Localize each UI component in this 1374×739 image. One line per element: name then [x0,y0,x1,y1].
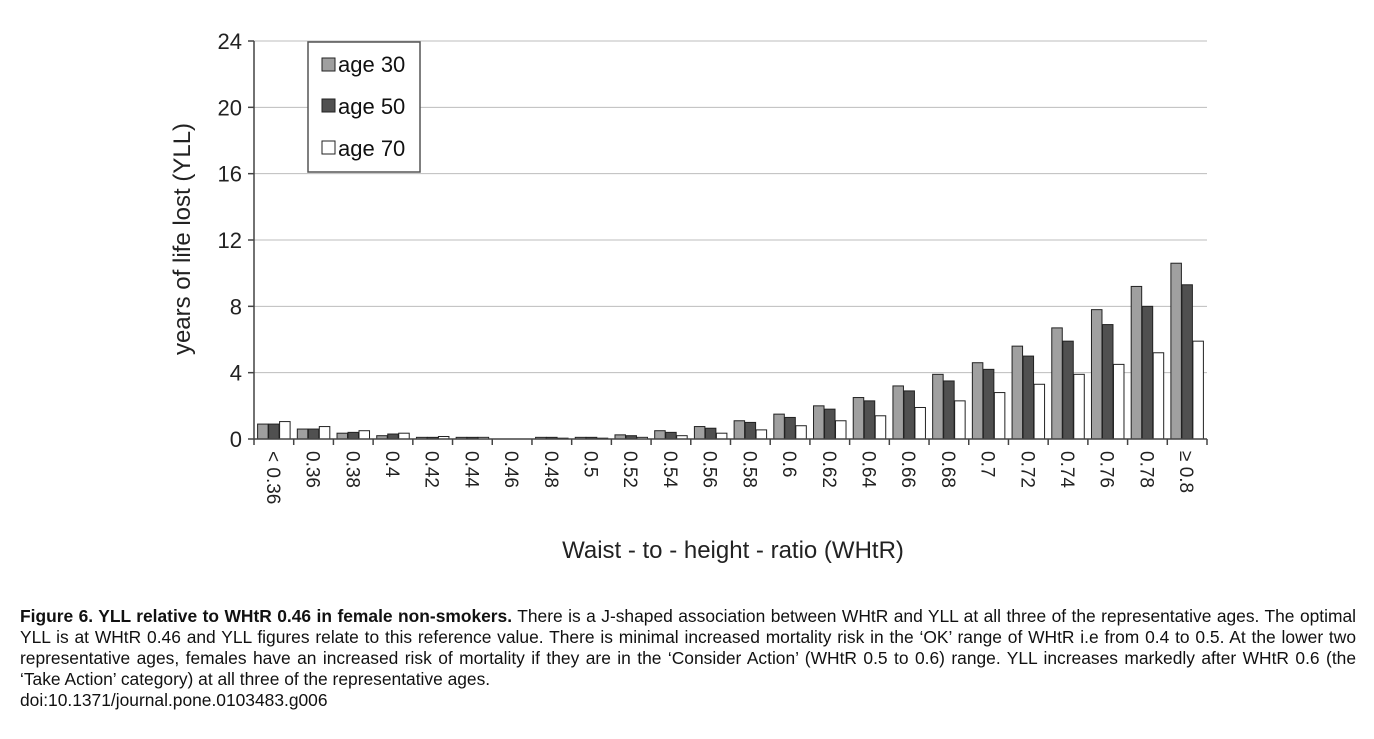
x-tick-labels: < 0.36 0.36 0.38 0.4 0.42 0.44 0.46 0.48 0.5 0.52… [253,439,1208,504]
bar-age-30-13 [773,413,785,440]
y-tick-label: 16 [218,162,242,187]
x-tick-label: 0.44 [460,451,481,488]
legend-swatch-age-30 [321,57,336,72]
x-tick-label: 0.78 [1135,451,1156,488]
caption-title: Figure 6. YLL relative to WHtR 0.46 in f… [20,606,513,626]
bar-age-50-2 [347,431,360,440]
bar-age-70-15 [874,415,887,440]
x-tick-label: 0.76 [1096,451,1117,488]
bar-age-50-16 [903,390,915,440]
bar-age-50-20 [1062,340,1074,440]
y-tick-label: 4 [230,361,242,386]
y-tick-label: 20 [218,95,242,120]
legend-swatch-age-70 [321,140,336,155]
bar-age-50-18 [982,368,995,440]
bar-age-30-21 [1090,309,1103,440]
bar-age-70-11 [715,432,728,440]
bar-age-30-18 [971,362,984,440]
bar-age-50-19 [1022,355,1035,440]
bar-age-70-18 [993,392,1006,440]
bar-age-70-14 [835,420,847,440]
bar-age-30-1 [296,428,309,440]
x-tick-label: 0.48 [540,451,561,488]
bar-age-70-3 [398,432,410,440]
y-tick-label: 12 [218,228,242,253]
x-tick-label: 0.64 [857,451,878,488]
legend-label-age-70: age 70 [338,136,405,161]
x-tick-label: 0.46 [500,451,521,488]
legend-swatch-age-50 [321,98,336,113]
caption-body: There is a J-shaped association between … [20,606,1357,689]
bar-age-70-23 [1192,340,1204,440]
bar-age-50-13 [784,416,796,440]
y-tick-label: 8 [230,294,242,319]
x-tick-label: 0.52 [619,451,640,488]
x-tick-label: 0.72 [1016,451,1037,488]
x-tick-label: 0.54 [659,451,680,488]
x-tick-label: 0.38 [341,451,362,488]
y-axis-title: years of life lost (YLL) [169,123,196,355]
bar-age-30-2 [336,432,349,440]
x-tick-label: 0.66 [897,451,918,488]
bar-age-50-10 [665,431,677,440]
bar-age-30-16 [892,385,904,440]
bars [257,262,1204,440]
bar-chart: 0 4 8 12 16 20 24 < 0.36 0.36 0.38 0.4 0.42 0.44 0.4… [169,29,1208,564]
x-tick-label: 0.4 [381,451,402,478]
x-tick-label: 0.6 [778,451,799,477]
bar-age-30-19 [1011,345,1024,440]
x-tick-label: 0.56 [699,451,720,488]
x-tick-label: 0.74 [1056,451,1077,488]
bar-age-70-19 [1033,383,1046,440]
bar-age-50-11 [704,427,717,440]
bar-age-70-21 [1112,363,1125,440]
bar-age-50-14 [824,408,836,440]
bar-age-30-15 [852,397,865,440]
bar-age-70-12 [755,429,768,440]
x-tick-label: 0.36 [302,451,323,488]
caption-doi: doi:10.1371/journal.pone.0103483.g006 [20,690,328,710]
x-tick-label: 0.68 [937,451,958,488]
bar-age-70-1 [318,426,331,440]
legend: age 30 age 50 age 70 [307,41,421,173]
legend-label-age-50: age 50 [338,94,405,119]
y-tick-labels: 0 4 8 12 16 20 24 [218,29,242,452]
bar-age-70-22 [1152,352,1165,440]
x-tick-label: 0.62 [818,451,839,488]
y-tick-label: 0 [230,427,242,452]
x-tick-label: < 0.36 [262,451,283,504]
x-tick-label: ≥ 0.8 [1175,451,1196,493]
bar-age-30-10 [654,430,666,440]
bar-age-70-20 [1073,373,1085,440]
bar-age-50-22 [1141,305,1154,440]
bar-age-30-11 [693,426,706,440]
bar-age-50-1 [307,428,320,440]
bar-age-30-23 [1170,262,1182,440]
bar-age-30-0 [257,423,269,440]
bar-age-50-12 [744,421,757,440]
bar-age-70-2 [358,430,371,440]
bar-age-70-16 [914,406,926,440]
bar-age-50-0 [268,423,280,440]
x-axis-title: Waist - to - height - ratio (WHtR) [562,537,904,564]
legend-label-age-30: age 30 [338,52,405,77]
x-tick-label: 0.42 [421,451,442,488]
x-tick-label: 0.5 [580,451,601,477]
bar-age-70-0 [279,421,291,440]
bar-age-50-15 [863,400,876,440]
x-tick-label: 0.58 [738,451,759,488]
bar-age-70-17 [954,400,966,440]
bar-age-50-21 [1101,324,1114,440]
bar-age-50-17 [943,380,955,440]
y-tick-label: 24 [218,29,242,54]
bar-age-30-17 [932,373,944,440]
figure-caption: Figure 6. YLL relative to WHtR 0.46 in f… [20,606,1356,711]
bar-age-70-13 [795,425,807,440]
bar-age-30-12 [733,420,746,440]
bar-age-30-20 [1051,327,1063,440]
x-tick-label: 0.7 [977,451,998,477]
bar-age-30-22 [1130,285,1143,440]
bar-age-30-14 [813,405,825,440]
bar-age-50-23 [1181,284,1193,440]
